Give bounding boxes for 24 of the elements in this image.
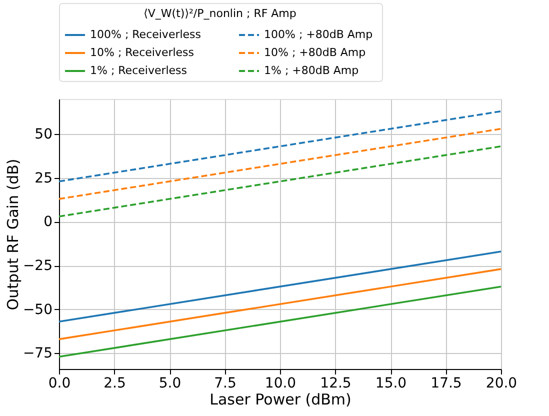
x-tick-label: 5.0: [158, 376, 182, 392]
x-tick-label: 17.5: [430, 376, 462, 392]
x-tick-label: 7.5: [214, 376, 236, 392]
x-tick-label: 15.0: [375, 376, 407, 392]
x-tick-label: 0.0: [48, 376, 71, 392]
y-tick-label: 50: [34, 126, 52, 143]
y-tick-label: −75: [22, 346, 52, 362]
y-tick-label: −50: [22, 302, 52, 318]
y-axis-title: Output RF Gain (dB): [4, 158, 22, 310]
x-tick-label: 2.5: [104, 376, 126, 392]
x-tick-label: 20.0: [486, 376, 518, 392]
x-tick-label: 10.0: [264, 376, 296, 392]
legend-title: ⟨V_W(t)⟩²/P_nonlin ; RF Amp: [144, 7, 296, 20]
legend-label: 100% ; +80dB Amp: [264, 28, 373, 41]
y-tick-label: 0: [44, 214, 52, 230]
legend-label: 10% ; Receiverless: [90, 46, 194, 59]
legend-label: 1% ; +80dB Amp: [264, 64, 359, 77]
y-tick-label: −25: [22, 258, 52, 274]
legend-label: 1% ; Receiverless: [90, 64, 188, 77]
y-tick-label: 25: [34, 170, 52, 186]
legend-label: 100% ; Receiverless: [90, 28, 202, 41]
x-axis-title: Laser Power (dBm): [210, 390, 352, 408]
x-tick-label: 12.5: [320, 376, 352, 392]
legend-label: 10% ; +80dB Amp: [264, 46, 366, 59]
